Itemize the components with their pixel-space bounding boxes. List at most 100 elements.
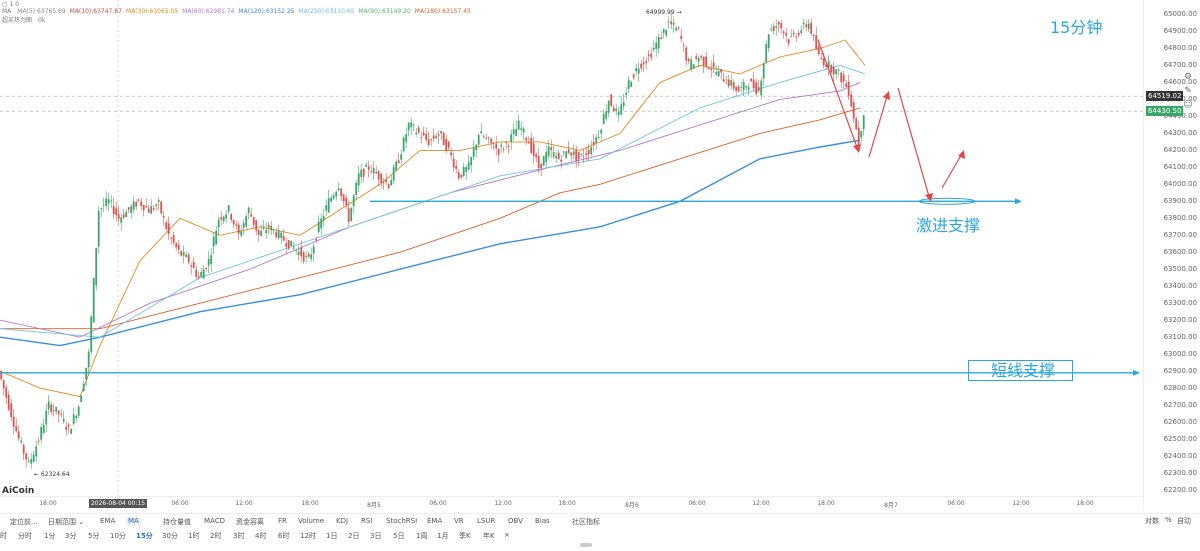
candle-body — [122, 214, 125, 218]
timeframe-option[interactable]: 12时 — [300, 532, 316, 540]
indicator-tab[interactable]: 社区指标 — [572, 518, 600, 526]
indicator-tab[interactable]: Bias — [535, 517, 550, 525]
candle-body — [200, 271, 203, 277]
timeframe-option[interactable]: × — [504, 531, 510, 539]
candle-body — [357, 173, 360, 186]
timeframe-option[interactable]: 3分 — [65, 532, 77, 540]
robot-icon[interactable]: ☺ — [1183, 100, 1193, 110]
timeframe-option[interactable]: 10分 — [110, 532, 126, 540]
timeframe-option[interactable]: 分时 — [18, 532, 32, 540]
scroll-handle[interactable] — [580, 543, 592, 547]
indicator-tab[interactable]: 资金容离 — [236, 518, 264, 526]
candle-body — [795, 36, 798, 38]
candle-body — [690, 59, 693, 69]
candle-body — [750, 78, 753, 82]
timeframe-option[interactable]: 2日 — [348, 532, 360, 540]
candle-body — [115, 208, 118, 216]
indicator-tab[interactable]: EMA — [100, 517, 116, 525]
indicator-tab[interactable]: 日期范围 ⌄ — [48, 518, 85, 526]
legend-row-indicator: 超买热力图 0k — [2, 15, 49, 24]
candle-body — [697, 57, 700, 62]
indicator-tab[interactable]: MACD — [204, 517, 225, 525]
candle-body — [22, 444, 25, 454]
timeframe-option[interactable]: 6时 — [278, 532, 290, 540]
candle-body — [682, 44, 685, 46]
price-tick-label: 62900.00 — [1163, 367, 1197, 376]
indicator-tab[interactable]: MA — [126, 517, 141, 525]
timeframe-option[interactable]: 1周 — [416, 532, 428, 540]
candle-body — [205, 268, 208, 270]
scale-option[interactable]: 对数 — [1145, 517, 1159, 525]
candle-body — [195, 269, 198, 277]
candle-body — [20, 440, 23, 443]
timeframe-option[interactable]: 1时 — [188, 532, 200, 540]
scale-option[interactable]: % — [1165, 516, 1172, 524]
ma-line-ma30 — [0, 39, 866, 398]
timeframe-option[interactable]: 3时 — [233, 532, 245, 540]
candle-body — [615, 108, 618, 112]
candlestick-chart[interactable] — [0, 0, 1143, 496]
timeframe-option[interactable]: 1日 — [326, 532, 338, 540]
candle-body — [325, 205, 328, 211]
indicator-tab[interactable]: OBV — [508, 517, 523, 525]
indicator-tab[interactable]: VR — [454, 517, 464, 525]
candle-body — [710, 68, 713, 70]
indicator-tab[interactable]: KDJ — [336, 517, 349, 525]
aggressive-support-arrowhead — [1015, 198, 1022, 205]
candle-body — [137, 199, 140, 201]
indicator-tab[interactable]: LSUR — [477, 517, 496, 525]
scale-options: 对数% 自动 — [1143, 513, 1200, 529]
drawing-tool-icon[interactable]: ✎ — [1184, 86, 1192, 96]
settings-icon[interactable]: ⚙ — [1183, 72, 1193, 82]
timeframe-option[interactable]: 2时 — [210, 532, 222, 540]
candle-body — [742, 82, 745, 91]
time-axis[interactable]: 18:00 2026-08-04 00:15 06:00 12:00 18:00 8月5 0… — [0, 496, 1143, 511]
timeframe-option[interactable]: 1分 — [44, 532, 56, 540]
candle-body — [590, 147, 593, 155]
candle-body — [837, 69, 840, 71]
timeframe-option[interactable]: 15分 — [136, 532, 153, 540]
candle-body — [350, 207, 353, 221]
indicator-tab[interactable]: RSI — [361, 517, 373, 525]
price-tick-label: 63200.00 — [1163, 316, 1197, 325]
indicator-tab[interactable]: Volume — [298, 517, 325, 525]
time-tick-label: 06:00 — [429, 500, 447, 507]
candle-body — [277, 230, 280, 239]
indicator-tab[interactable]: FR — [278, 517, 287, 525]
indicator-tab[interactable]: StochRSI — [386, 517, 418, 525]
timeframe-option[interactable]: 4时 — [255, 532, 267, 540]
candle-body — [330, 197, 333, 202]
timeframe-option[interactable]: 3日 — [370, 532, 382, 540]
scale-option[interactable]: 自动 — [1177, 517, 1191, 525]
timeframe-option[interactable]: 1月 — [437, 532, 449, 540]
candle-body — [290, 240, 293, 246]
indicator-tab[interactable]: 持仓量值 — [163, 518, 191, 526]
timeframe-option[interactable]: 30分 — [162, 532, 178, 540]
candle-body — [635, 68, 638, 72]
indicator-tab[interactable]: EMA — [427, 517, 443, 525]
candle-body — [680, 35, 683, 39]
candle-body — [807, 23, 810, 30]
price-axis[interactable]: 62200.00 62300.00 62400.00 62500.00 62600.00… — [1143, 0, 1200, 510]
candle-body — [530, 137, 533, 153]
time-tick-label: 12:00 — [752, 500, 770, 507]
timeframe-option[interactable]: 5日 — [393, 532, 405, 540]
indicator-tab[interactable]: 定位前... — [10, 518, 38, 526]
candle-body — [67, 424, 70, 427]
timeframe-option[interactable]: 年K — [483, 532, 495, 540]
candle-body — [395, 161, 398, 170]
candle-body — [380, 174, 383, 184]
candle-body — [540, 163, 543, 168]
candle-body — [240, 231, 243, 236]
candle-body — [652, 47, 655, 50]
timeframe-option[interactable]: 5分 — [88, 532, 100, 540]
candle-body — [382, 181, 385, 183]
candle-body — [60, 414, 63, 415]
candle-body — [125, 211, 128, 218]
candle-body — [135, 202, 138, 207]
timeframe-option[interactable]: 季K — [459, 532, 471, 540]
timeframe-option[interactable]: 时 — [0, 532, 7, 540]
candle-body — [185, 254, 188, 258]
projection-arrowhead-down-2 — [925, 193, 933, 202]
low-price-label: ← 62324.64 — [34, 471, 70, 478]
